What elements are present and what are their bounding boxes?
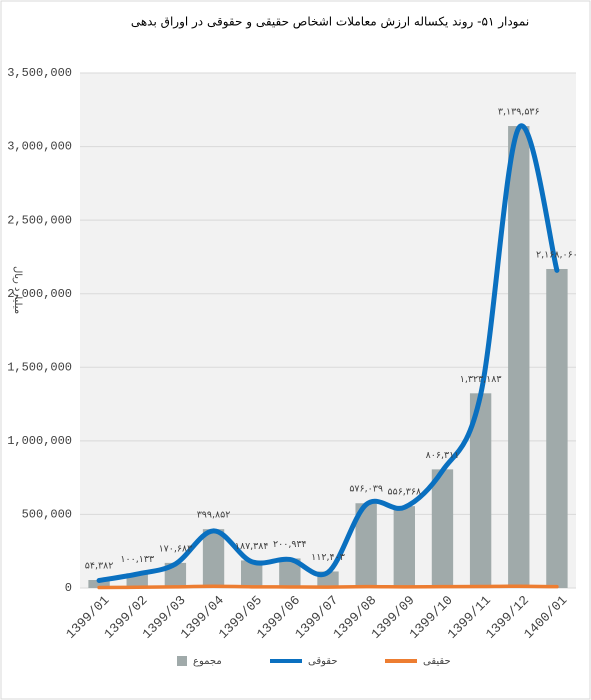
bar [431, 469, 454, 588]
value-label: ۲,۱۶۸,۰۶۰ [536, 249, 578, 260]
value-label: ۲۰۰,۹۳۴ [273, 539, 307, 550]
y-tick-label: 0 [65, 581, 72, 595]
line [97, 584, 559, 590]
value-label: ۵۴,۳۸۲ [85, 560, 114, 571]
y-axis-label: میلیارد ریال [12, 266, 23, 314]
legend-label: مجموع [193, 656, 222, 667]
value-label: ۵۷۶,۰۳۹ [349, 484, 383, 495]
legend-swatch [177, 656, 187, 666]
bar [355, 503, 377, 588]
value-label: ۱۷۰,۶۸۳ [159, 543, 193, 554]
bar [393, 506, 415, 588]
value-label: ۳۹۹,۸۵۲ [197, 510, 231, 521]
value-label: ۱۸۷,۳۸۴ [235, 541, 269, 552]
bar [88, 579, 110, 588]
bar [202, 529, 225, 588]
value-label: ۳,۱۳۹,۵۳۶ [498, 107, 540, 118]
bar [469, 393, 492, 588]
y-tick-label: 1,000,000 [7, 434, 72, 448]
legend-label: حقوقی [308, 656, 338, 667]
value-label: ۸۰۶,۳۱۱ [426, 450, 460, 461]
value-label: ۱,۳۲۳,۱۸۳ [460, 374, 502, 385]
y-tick-label: 2,500,000 [7, 213, 72, 227]
y-tick-label: 500,000 [22, 508, 72, 522]
bar [241, 560, 263, 588]
line [96, 123, 560, 583]
value-label: ۱۱۲,۴۰۳ [311, 552, 345, 563]
chart-title: نمودار ۵۱- روند یکساله ارزش معاملات اشخا… [131, 15, 529, 30]
y-tick-label: 3,000,000 [7, 140, 72, 154]
value-label: ۵۵۶,۳۶۸ [387, 487, 421, 498]
bar [546, 268, 568, 588]
bar [279, 558, 301, 588]
plot-area [80, 73, 576, 588]
bar [508, 126, 530, 588]
value-label: ۱۰۰,۱۳۳ [120, 554, 154, 565]
y-tick-label: 2,000,000 [7, 287, 72, 301]
y-tick-label: 3,500,000 [7, 66, 72, 80]
legend-label: حقیقی [423, 656, 451, 667]
y-tick-label: 1,500,000 [7, 360, 72, 374]
